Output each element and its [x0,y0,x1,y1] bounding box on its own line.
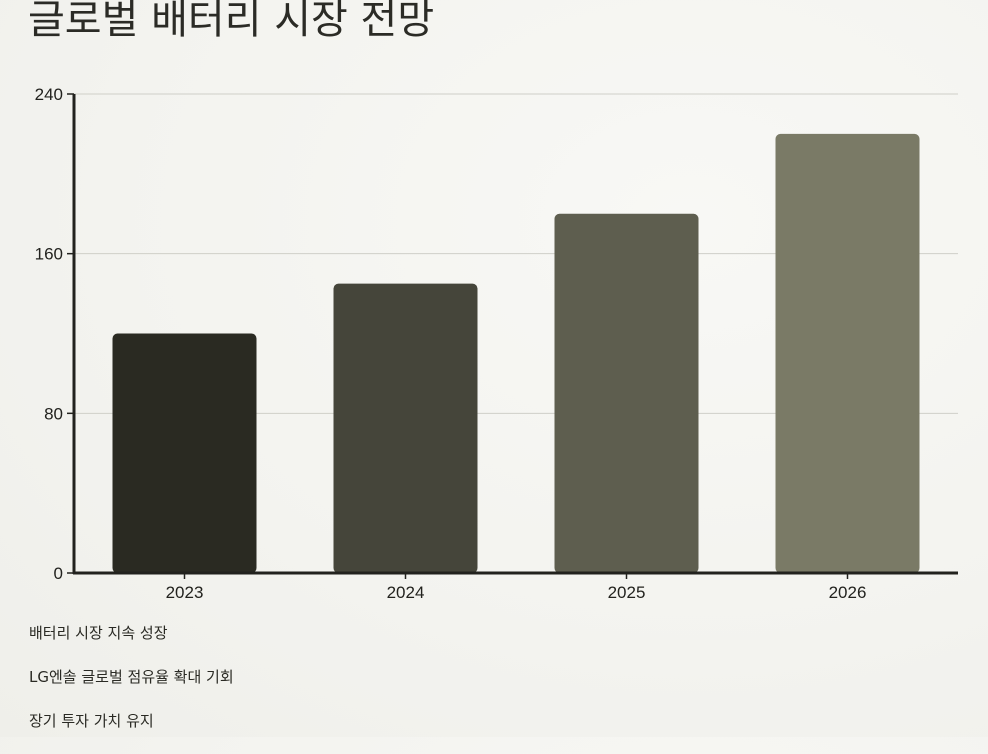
bar-2023 [112,333,257,573]
note-item: 장기 투자 가치 유지 [29,712,154,730]
x-tick-label: 2026 [829,583,867,602]
notes-list: 배터리 시장 지속 성장 LG엔솔 글로벌 점유율 확대 기회 장기 투자 가치… [29,622,234,754]
bar-2026 [775,133,920,573]
x-tick-label: 2024 [387,583,425,602]
y-tick-label: 160 [35,245,63,264]
x-axis-ticks: 2023 2024 2025 2026 [166,573,867,602]
bar-2024 [333,283,478,573]
bar-chart: 0 80 160 240 2023 2024 2025 2026 [35,85,958,602]
axes [72,94,958,575]
chart-title: 글로벌 배터리 시장 전망 [28,0,435,43]
x-tick-label: 2025 [608,583,646,602]
bars [112,133,920,573]
note-item: LG엔솔 글로벌 점유율 확대 기회 [29,668,234,686]
y-tick-label: 240 [35,85,63,104]
y-tick-label: 80 [44,404,63,423]
y-tick-label: 0 [54,564,63,583]
bar-2025 [554,213,699,573]
y-axis-ticks: 0 80 160 240 [35,85,74,583]
note-item: 배터리 시장 지속 성장 [29,624,168,642]
x-tick-label: 2023 [166,583,204,602]
